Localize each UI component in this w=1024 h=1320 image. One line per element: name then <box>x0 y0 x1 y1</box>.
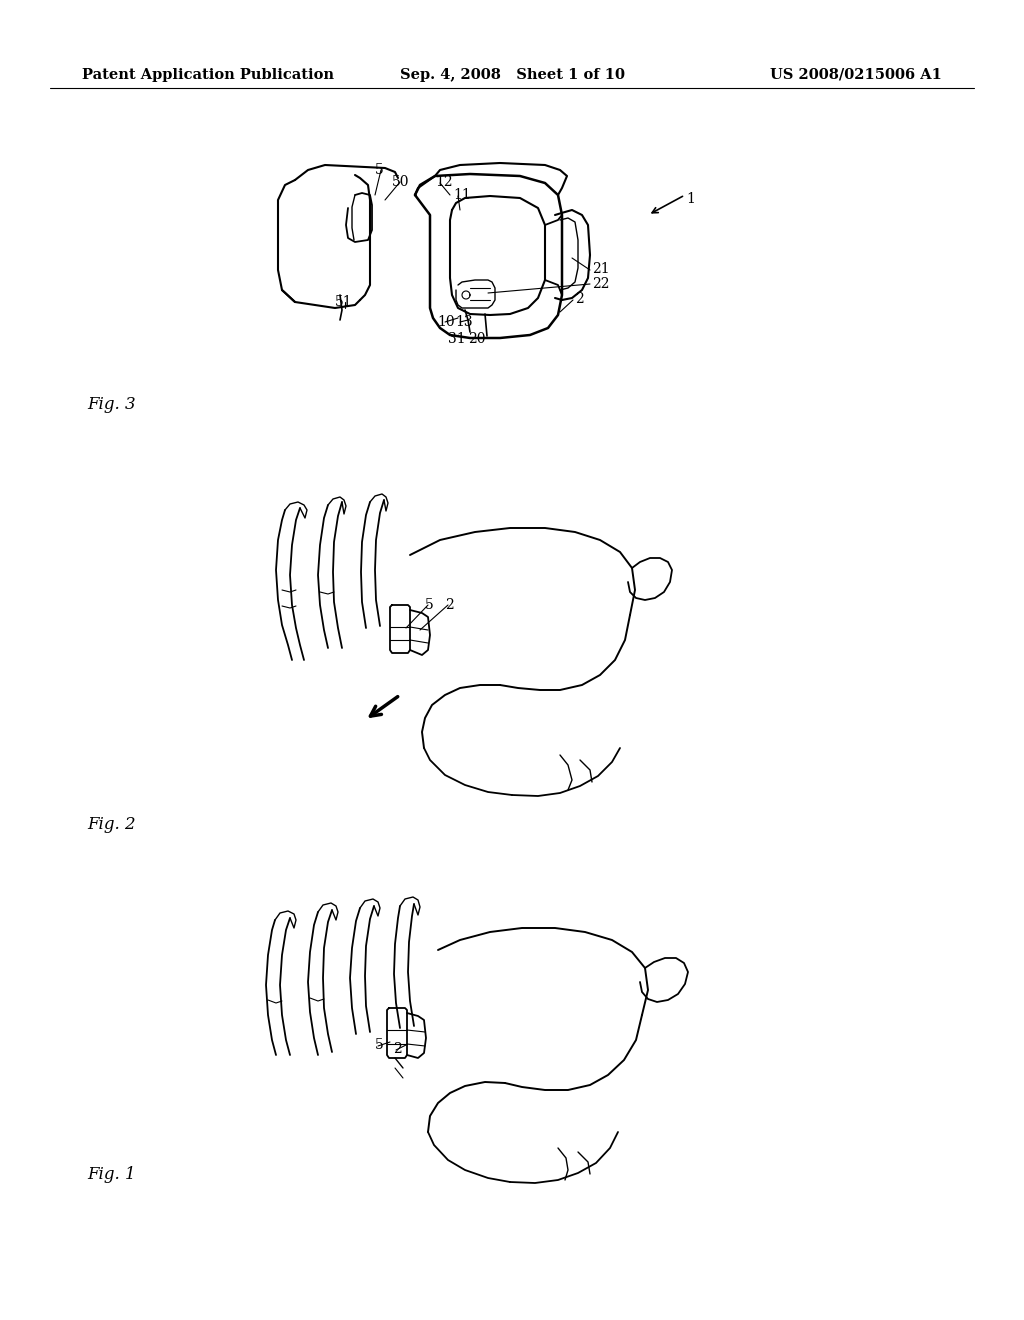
Text: Fig. 3: Fig. 3 <box>87 396 135 413</box>
Text: Fig. 2: Fig. 2 <box>87 816 135 833</box>
Text: 5: 5 <box>375 1038 384 1052</box>
Text: Patent Application Publication: Patent Application Publication <box>82 69 334 82</box>
Text: 22: 22 <box>592 277 609 290</box>
Text: 51: 51 <box>335 294 352 309</box>
Text: 20: 20 <box>468 333 485 346</box>
Text: 1: 1 <box>686 191 695 206</box>
Text: 13: 13 <box>455 315 473 329</box>
Text: 2: 2 <box>393 1041 401 1056</box>
Text: US 2008/0215006 A1: US 2008/0215006 A1 <box>770 69 942 82</box>
Text: 5: 5 <box>375 162 384 177</box>
Text: 10: 10 <box>437 315 455 329</box>
Text: 2: 2 <box>575 292 584 306</box>
Text: 31: 31 <box>449 333 466 346</box>
Text: 2: 2 <box>445 598 454 612</box>
Text: Sep. 4, 2008   Sheet 1 of 10: Sep. 4, 2008 Sheet 1 of 10 <box>399 69 625 82</box>
Text: 5: 5 <box>425 598 434 612</box>
Text: 21: 21 <box>592 261 609 276</box>
Text: Fig. 1: Fig. 1 <box>87 1166 135 1183</box>
Text: 12: 12 <box>435 176 453 189</box>
Text: 11: 11 <box>453 187 471 202</box>
Text: 50: 50 <box>392 176 410 189</box>
